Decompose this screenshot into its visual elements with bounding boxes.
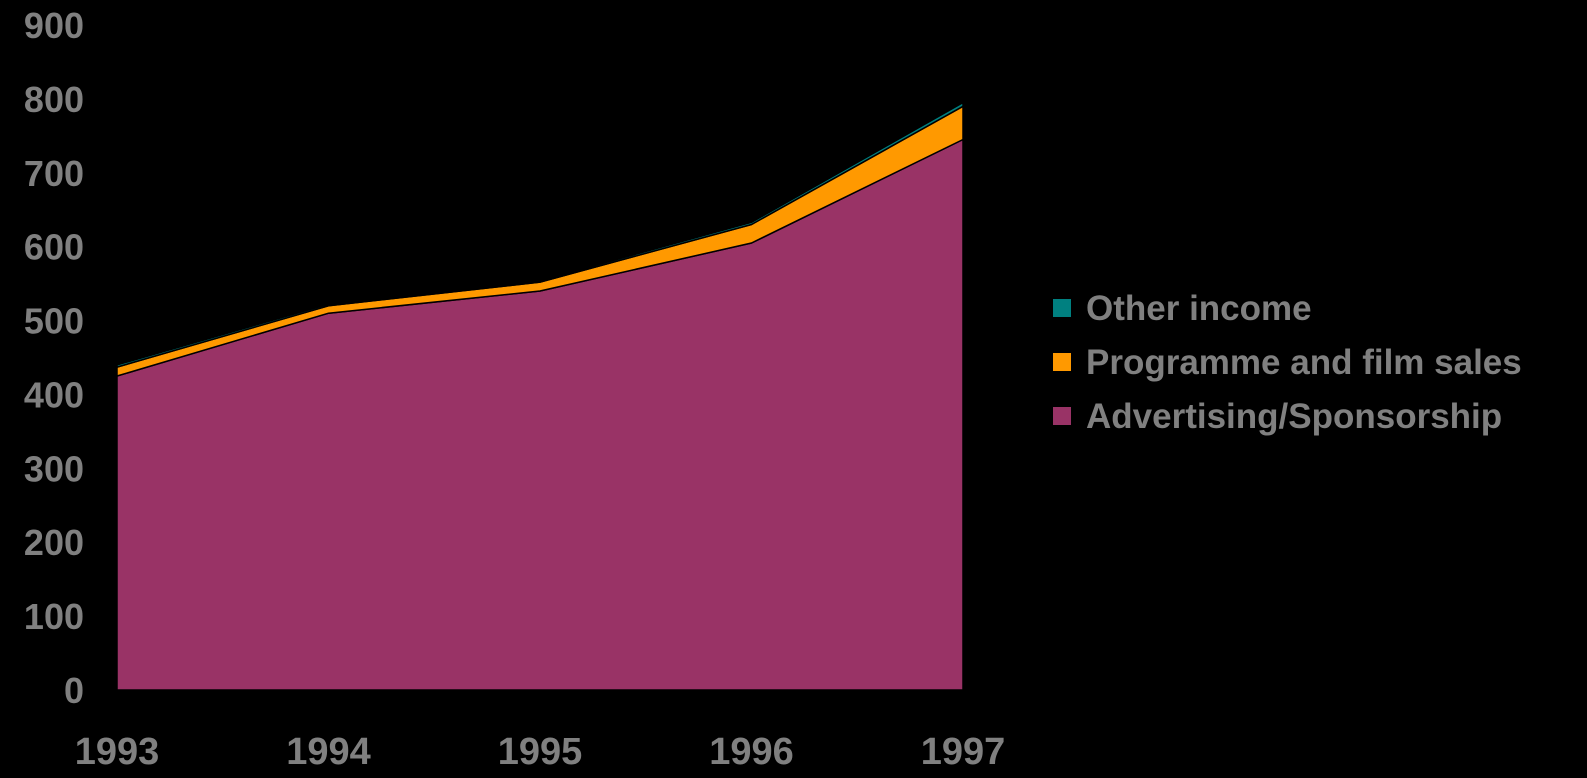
legend-label: Advertising/Sponsorship xyxy=(1086,397,1502,436)
x-tick-label: 1995 xyxy=(498,731,583,773)
y-tick-label: 900 xyxy=(24,5,84,46)
legend-swatch xyxy=(1053,353,1071,371)
area-other-income xyxy=(116,101,964,368)
y-tick-label: 300 xyxy=(24,448,84,489)
y-tick-label: 700 xyxy=(24,153,84,194)
x-tick-label: 1996 xyxy=(709,731,794,773)
legend-swatch xyxy=(1053,299,1071,317)
y-tick-label: 600 xyxy=(24,227,84,268)
y-tick-label: 200 xyxy=(24,522,84,563)
area-series-group xyxy=(116,101,964,691)
x-tick-label: 1993 xyxy=(75,731,160,773)
y-tick-label: 400 xyxy=(24,374,84,415)
x-tick-label: 1994 xyxy=(286,731,371,773)
y-tick-label: 800 xyxy=(24,79,84,120)
legend: Other income Programme and film sales Adve… xyxy=(1053,289,1522,436)
y-axis-tick-labels: 0 100 200 300 400 500 600 700 800 900 xyxy=(24,5,84,711)
legend-item-programme-and-film-sales: Programme and film sales xyxy=(1053,343,1522,382)
legend-item-other-income: Other income xyxy=(1053,289,1312,328)
legend-label: Programme and film sales xyxy=(1086,343,1522,382)
x-axis-tick-labels: 1993 1994 1995 1996 1997 xyxy=(75,731,1006,773)
area-advertising-sponsorship xyxy=(116,138,964,691)
legend-swatch xyxy=(1053,407,1071,425)
legend-label: Other income xyxy=(1086,289,1312,328)
legend-item-advertising-sponsorship: Advertising/Sponsorship xyxy=(1053,397,1502,436)
y-tick-label: 0 xyxy=(64,670,84,711)
y-tick-label: 500 xyxy=(24,301,84,342)
x-tick-label: 1997 xyxy=(921,731,1006,773)
y-tick-label: 100 xyxy=(24,596,84,637)
